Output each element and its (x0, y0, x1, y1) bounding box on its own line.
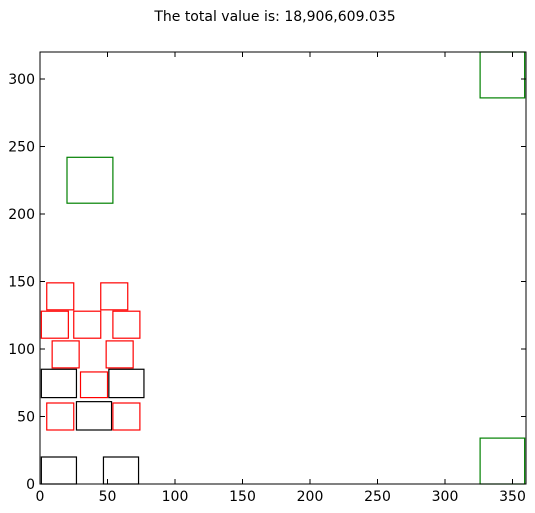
data-rect (102, 456, 140, 485)
data-rect (40, 310, 69, 339)
data-rect (40, 368, 78, 399)
x-tick-label: 100 (162, 489, 189, 505)
x-tick-label: 300 (432, 489, 459, 505)
y-tick-label: 200 (8, 207, 35, 223)
y-tick-label: 0 (26, 477, 35, 493)
x-tick-label: 350 (499, 489, 526, 505)
data-rect (108, 368, 145, 399)
y-tick-label: 250 (8, 140, 35, 156)
data-rect (105, 340, 134, 369)
y-tick-label: 50 (17, 410, 35, 426)
data-rect (75, 401, 113, 431)
chart-marks (40, 51, 526, 485)
y-tick-label: 300 (8, 72, 35, 88)
data-rect (479, 437, 526, 485)
x-tick-label: 150 (229, 489, 256, 505)
data-rect (46, 402, 75, 431)
x-tick-label: 200 (297, 489, 324, 505)
data-rect (479, 51, 526, 99)
y-tick-label: 100 (8, 342, 35, 358)
data-rect (66, 156, 114, 204)
data-rect (40, 456, 78, 485)
y-tick-label: 150 (8, 275, 35, 291)
data-rect (46, 282, 75, 311)
plot-frame (39, 51, 527, 485)
data-rect (100, 282, 129, 311)
chart-title: The total value is: 18,906,609.035 (153, 9, 395, 25)
data-rect (51, 340, 80, 369)
x-tick-label: 50 (99, 489, 117, 505)
data-rect (112, 402, 141, 431)
data-rect (73, 310, 102, 339)
x-tick-label: 0 (36, 489, 45, 505)
chart-axes: 0 50 100 150 200 250 300 350 0 50 100 150 200 250 300 (8, 51, 527, 505)
data-rect (79, 371, 109, 399)
data-rect (112, 310, 141, 339)
x-tick-label: 250 (364, 489, 391, 505)
